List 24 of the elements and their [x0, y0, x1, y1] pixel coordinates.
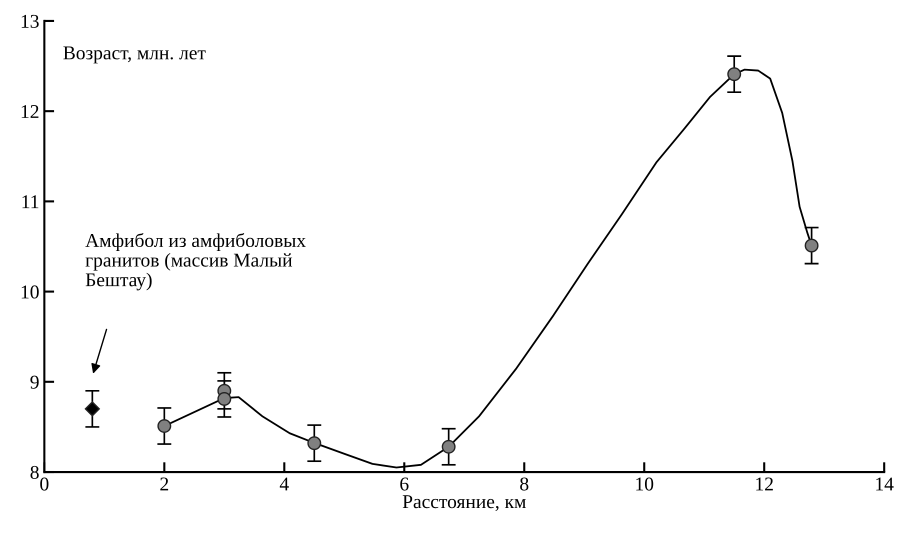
point: [217, 392, 232, 406]
x-tick-label: 14: [876, 478, 894, 490]
x-tick-label: 4: [280, 478, 289, 490]
point: [727, 67, 742, 82]
y-tick-label: 10: [22, 285, 39, 299]
y-tick-label: 12: [22, 105, 38, 118]
x-tick-label: 6: [400, 478, 409, 491]
x-tick-label: 10: [636, 477, 654, 491]
x-tick-label: 2: [160, 478, 168, 490]
y-tick-label: 8: [30, 466, 39, 479]
x-tick-label: 0: [40, 477, 48, 491]
point: [804, 238, 819, 253]
annotation: Амфибол из амфиболовых гранитов (массив Малый Бештау): [85, 232, 306, 290]
y-tick-label: 9: [30, 376, 39, 389]
point: [157, 419, 172, 433]
x-tick-label: 8: [520, 477, 528, 491]
y-axis-title: Возраст, млн. лет: [63, 46, 206, 64]
y-tick-label: 13: [22, 14, 39, 28]
x-tick-label: 12: [756, 478, 773, 490]
point: [84, 401, 100, 416]
point: [442, 440, 456, 454]
point: [307, 436, 322, 450]
x-axis-title: Расстояние, км: [402, 495, 526, 511]
y-tick-label: 11: [22, 195, 38, 208]
